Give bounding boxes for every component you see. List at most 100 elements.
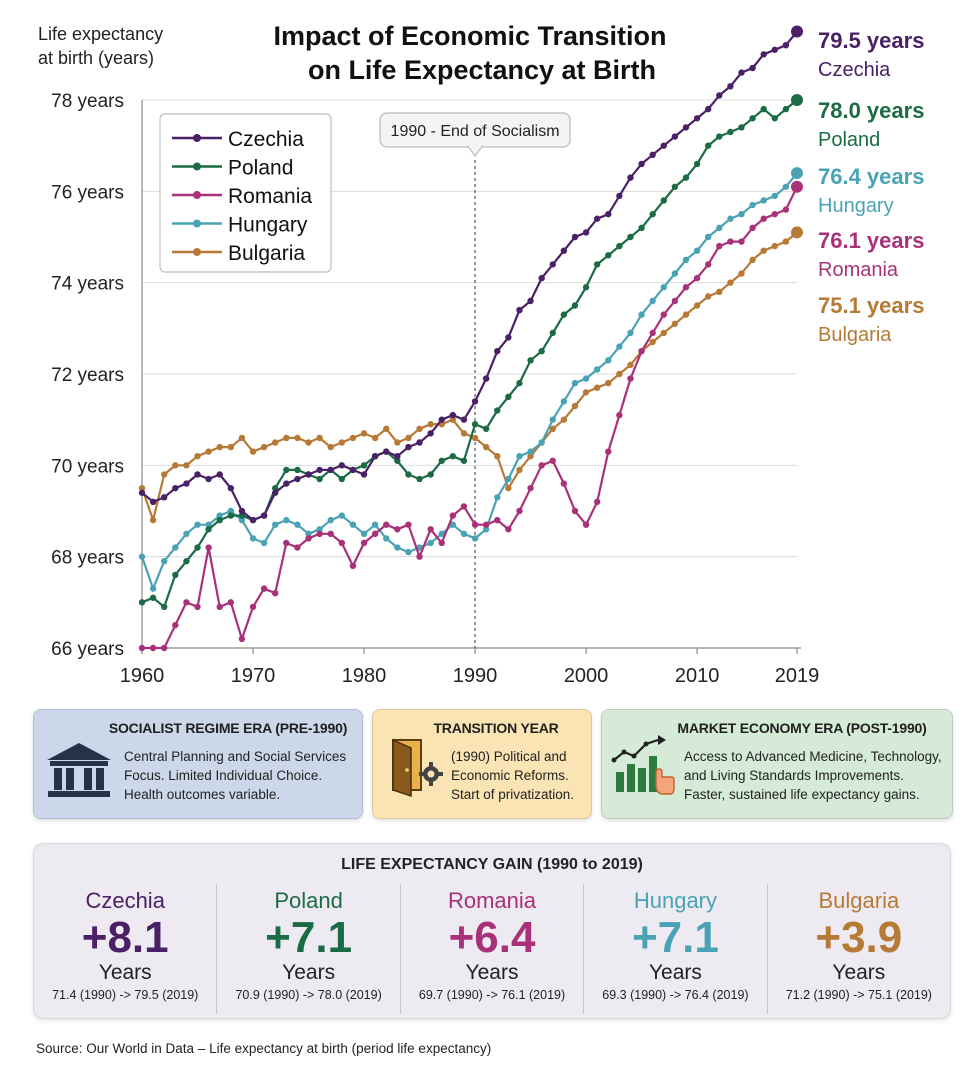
market-economy-era-box: MARKET ECONOMY ERA (POST-1990) Access to… (601, 709, 953, 819)
hungary-data-point (494, 494, 501, 501)
bulgaria-data-point (782, 238, 790, 245)
bulgaria-data-point (704, 293, 712, 300)
romania-data-point (771, 210, 778, 218)
romania-data-point (527, 484, 534, 492)
x-tick-label: 2000 (564, 665, 609, 687)
chart-title-line1: Impact of Economic Transition (273, 21, 666, 51)
legend-label-hungary: Hungary (228, 214, 308, 237)
romania-data-point (205, 544, 212, 551)
romania-data-point (449, 512, 457, 519)
hungary-data-point (549, 416, 556, 423)
romania-data-point (616, 411, 623, 419)
czechia-data-point (660, 142, 667, 149)
y-axis-label-line1: Life expectancy (38, 24, 163, 44)
hungary-data-point (161, 558, 168, 565)
romania-data-point (360, 539, 368, 547)
czechia-data-point (283, 480, 290, 487)
annotation-callout-pointer (466, 145, 484, 158)
bulgaria-data-point (283, 434, 290, 442)
bulgaria-end-name: Bulgaria (818, 324, 892, 346)
gain-unit: Years (832, 961, 886, 984)
poland-data-point (791, 94, 803, 106)
poland-data-point (549, 329, 556, 337)
x-tick-label: 1980 (342, 665, 387, 687)
legend-marker-romania (193, 191, 201, 199)
hungary-data-point (605, 357, 612, 364)
y-tick-label: 72 years (51, 365, 124, 386)
bulgaria-data-point (682, 311, 690, 318)
hungary-data-point (627, 329, 634, 337)
hungary-data-point (660, 284, 667, 291)
czechia-data-point (716, 92, 723, 99)
czechia-data-point (749, 64, 756, 72)
bulgaria-data-point (527, 453, 534, 460)
bulgaria-data-point (649, 338, 656, 346)
bulgaria-data-point (205, 448, 212, 455)
romania-data-point (161, 644, 168, 652)
gain-detail: 69.3 (1990) -> 76.4 (2019) (602, 988, 749, 1002)
hungary-data-point (138, 553, 146, 560)
hungary-data-point (394, 544, 401, 551)
poland-data-point (738, 124, 745, 131)
hungary-data-point (760, 197, 767, 204)
era-row: SOCIALIST REGIME ERA (PRE-1990) Central … (33, 709, 953, 821)
socialist-era-title: SOCIALIST REGIME ERA (PRE-1990) (108, 720, 348, 736)
gain-value: +8.1 (81, 913, 169, 962)
transition-year-box: TRANSITION YEAR (1990) Political and Eco… (372, 709, 592, 819)
bulgaria-data-point (172, 462, 179, 469)
romania-data-point (316, 530, 323, 538)
hungary-end-name: Hungary (818, 195, 894, 217)
romania-data-point (749, 224, 756, 232)
hungary-end-value: 76.4 years (818, 164, 924, 189)
hungary-data-point (727, 215, 734, 222)
poland-data-point (227, 512, 235, 519)
hungary-data-point (349, 521, 357, 528)
romania-end-name: Romania (818, 259, 899, 281)
romania-data-point (704, 261, 712, 268)
bulgaria-data-point (549, 425, 556, 432)
bulgaria-data-point (149, 516, 157, 524)
poland-data-point (161, 603, 168, 611)
czechia-data-point (482, 375, 490, 382)
bulgaria-data-point (227, 443, 235, 451)
y-tick-label: 74 years (51, 274, 124, 295)
annotation-text: 1990 - End of Socialism (391, 123, 560, 140)
poland-data-point (405, 471, 412, 478)
czechia-data-point (360, 471, 368, 478)
romania-data-point (482, 521, 490, 528)
czechia-data-point (349, 466, 357, 474)
czechia-data-point (527, 297, 534, 305)
hungary-data-point (560, 398, 568, 405)
czechia-data-point (161, 494, 168, 501)
bulgaria-data-point (516, 466, 523, 474)
hungary-data-point (782, 183, 790, 190)
hungary-data-point (649, 297, 656, 305)
romania-data-point (649, 329, 656, 337)
gain-detail: 70.9 (1990) -> 78.0 (2019) (235, 988, 382, 1002)
poland-data-point (749, 115, 756, 122)
socialist-era-box: SOCIALIST REGIME ERA (PRE-1990) Central … (33, 709, 363, 819)
bulgaria-data-point (571, 402, 579, 410)
poland-data-point (582, 284, 590, 291)
socialist-era-line1: Central Planning and Social Services (124, 749, 347, 764)
poland-data-point (627, 233, 634, 241)
czechia-data-point (449, 411, 457, 419)
market-line2: and Living Standards Improvements. (684, 768, 904, 783)
bulgaria-data-point (327, 443, 334, 451)
romania-data-point (371, 530, 379, 538)
bulgaria-data-point (771, 242, 778, 250)
poland-data-point (360, 462, 368, 469)
gain-value: +7.1 (265, 913, 353, 962)
hungary-data-point (327, 516, 334, 524)
romania-data-point (272, 590, 279, 597)
poland-data-point (505, 393, 512, 401)
romania-data-point (138, 644, 146, 652)
czechia-data-point (760, 51, 767, 58)
bulgaria-data-point (394, 439, 401, 446)
source-note: Source: Our World in Data – Life expecta… (36, 1041, 492, 1056)
gain-columns: Czechia +8.1 Years 71.4 (1990) -> 79.5 (… (34, 884, 950, 1014)
bulgaria-data-point (360, 430, 368, 437)
hungary-data-point (538, 439, 545, 446)
romania-data-point (727, 238, 734, 245)
gain-column-bulgaria: Bulgaria +3.9 Years 71.2 (1990) -> 75.1 … (768, 884, 950, 1014)
